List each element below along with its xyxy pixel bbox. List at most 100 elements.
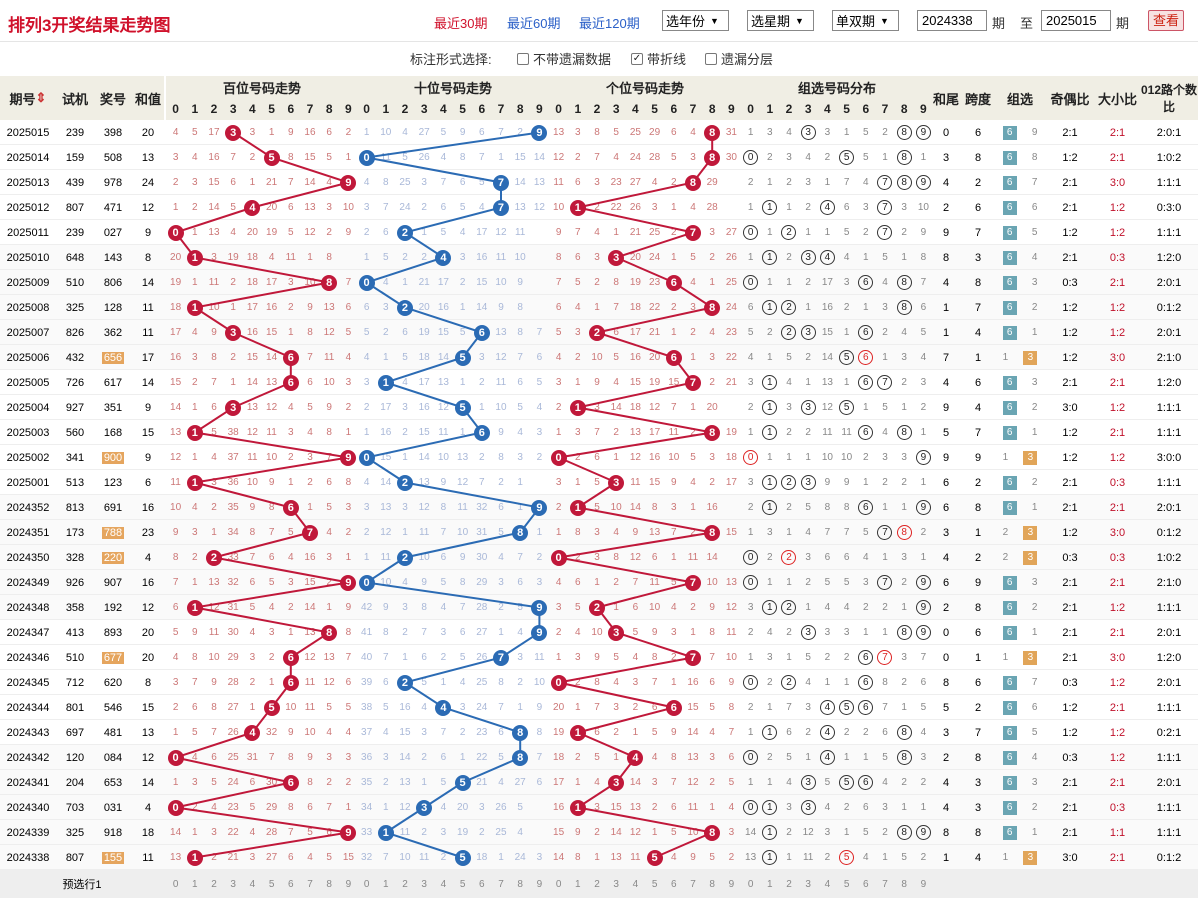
preselect-digit[interactable]: 1	[767, 878, 773, 890]
omission-value: 5	[671, 152, 677, 163]
weekday-select[interactable]: 选星期 ▼	[747, 10, 814, 31]
preselect-digit[interactable]: 4	[249, 878, 256, 890]
omission-value: 7	[383, 652, 389, 663]
checkbox-checked-icon[interactable]: ✓	[631, 52, 643, 65]
omission-value: 11	[726, 627, 737, 638]
preselect-digit[interactable]: 8	[517, 878, 523, 890]
preselect-digit[interactable]: 8	[326, 878, 332, 890]
omission-value: 5	[613, 352, 619, 363]
omission-value: 5	[613, 652, 619, 663]
range-30-link[interactable]: 最近30期	[434, 16, 488, 31]
preselect-digit[interactable]: 5	[459, 878, 466, 890]
checkbox-icon[interactable]	[705, 52, 717, 65]
preselect-digit[interactable]: 9	[920, 878, 927, 890]
preselect-digit[interactable]: 9	[345, 878, 352, 890]
preselect-digit[interactable]: 1	[575, 878, 581, 890]
sort-icon[interactable]: ⇕	[35, 90, 47, 105]
preselect-digit[interactable]: 3	[230, 878, 236, 890]
year-select[interactable]: 选年份 ▼	[662, 10, 729, 31]
preselect-digit[interactable]: 2	[211, 878, 217, 890]
preselect-digit[interactable]: 7	[882, 878, 888, 890]
omission-value: 14	[706, 552, 718, 563]
preselect-digit[interactable]: 3	[421, 878, 427, 890]
issue-cell: 2024350	[6, 551, 50, 564]
query-button[interactable]: 查看	[1148, 10, 1184, 31]
preselect-digit[interactable]: 5	[651, 878, 658, 890]
omission-value: 2	[479, 827, 485, 838]
omission-value: 9	[671, 727, 677, 738]
preselect-digit[interactable]: 9	[536, 878, 543, 890]
group-number-circle: 1	[762, 725, 778, 740]
preselect-digit[interactable]: 6	[671, 878, 677, 890]
preselect-digit[interactable]: 0	[555, 878, 562, 890]
omission-value: 12	[418, 502, 430, 513]
odd-even-cell: 2:1	[1062, 651, 1078, 664]
group3-tag: 3	[1023, 850, 1038, 865]
checkbox-icon[interactable]	[517, 52, 529, 65]
preselect-digit[interactable]: 5	[843, 878, 850, 890]
omission-value: 16	[629, 352, 641, 363]
option-layered[interactable]: 遗漏分层	[705, 49, 773, 68]
range-60-link[interactable]: 最近60期	[507, 16, 561, 31]
preselect-digit[interactable]: 2	[786, 878, 792, 890]
trial-cell: 341	[65, 451, 85, 464]
trial-cell: 325	[65, 301, 85, 314]
omission-value: 15	[266, 327, 278, 338]
from-issue-input[interactable]: 2024338	[917, 10, 987, 31]
omission-value: 11	[649, 577, 660, 588]
group-dist-cell: 0	[741, 745, 760, 770]
group-omission-value: 2	[747, 402, 754, 413]
preselect-digit[interactable]: 0	[747, 878, 754, 890]
winning-ball: 1	[569, 399, 586, 416]
preselect-digit[interactable]: 4	[632, 878, 639, 890]
prize-cell: 031	[103, 801, 123, 814]
omission-value: 3	[594, 252, 600, 263]
range-120-link[interactable]: 最近120期	[579, 16, 640, 31]
preselect-digit[interactable]: 4	[824, 878, 831, 890]
omission-value: 21	[227, 852, 239, 863]
preselect-digit[interactable]: 7	[690, 878, 696, 890]
preselect-digit[interactable]: 8	[901, 878, 907, 890]
parity-select[interactable]: 单双期 ▼	[832, 10, 899, 31]
preselect-digit[interactable]: 8	[709, 878, 715, 890]
omission-value: 30	[266, 777, 278, 788]
preselect-digit[interactable]: 9	[728, 878, 735, 890]
preselect-digit[interactable]: 7	[498, 878, 504, 890]
preselect-digit[interactable]: 7	[307, 878, 313, 890]
preselect-digit[interactable]: 4	[440, 878, 447, 890]
preselect-digit[interactable]: 6	[288, 878, 294, 890]
omission-value: 5	[421, 677, 427, 688]
omission-value: 13	[304, 627, 316, 638]
trial-cell: 328	[65, 551, 85, 564]
omission-value: 6	[230, 177, 236, 188]
preselect-digit[interactable]: 6	[479, 878, 485, 890]
group-number-circle: 8	[896, 750, 912, 765]
preselect-digit[interactable]: 1	[192, 878, 198, 890]
preselect-digit[interactable]: 1	[383, 878, 389, 890]
group-number-circle: 4	[819, 200, 835, 215]
preselect-digit[interactable]: 0	[363, 878, 370, 890]
issue-cell: 2024344	[6, 701, 50, 714]
option-polyline[interactable]: ✓ 带折线	[631, 49, 686, 68]
preselect-digit[interactable]: 3	[805, 878, 811, 890]
winning-ball: 0	[550, 674, 567, 691]
preselect-digit[interactable]: 5	[268, 878, 275, 890]
to-issue-input[interactable]: 2025015	[1041, 10, 1111, 31]
preselect-digit[interactable]: 3	[613, 878, 619, 890]
omission-value: 7	[326, 452, 332, 463]
omission-value: 17	[649, 427, 661, 438]
option-no-omission[interactable]: 不带遗漏数据	[517, 49, 611, 68]
odd-even-cell: 0:3	[1062, 276, 1078, 289]
omission-value: 6	[594, 727, 600, 738]
col-issue-header[interactable]: 期号 ⇕	[0, 76, 56, 120]
preselect-digit[interactable]: 2	[594, 878, 600, 890]
group-omission-value: 1	[882, 152, 888, 163]
omission-value: 13	[457, 452, 469, 463]
preselect-digit[interactable]: 2	[402, 878, 408, 890]
preselect-digit[interactable]: 6	[863, 878, 869, 890]
omission-value: 31	[227, 602, 239, 613]
omission-value: 15	[399, 727, 411, 738]
preselect-digit[interactable]: 0	[172, 878, 179, 890]
omission-value: 25	[725, 277, 737, 288]
